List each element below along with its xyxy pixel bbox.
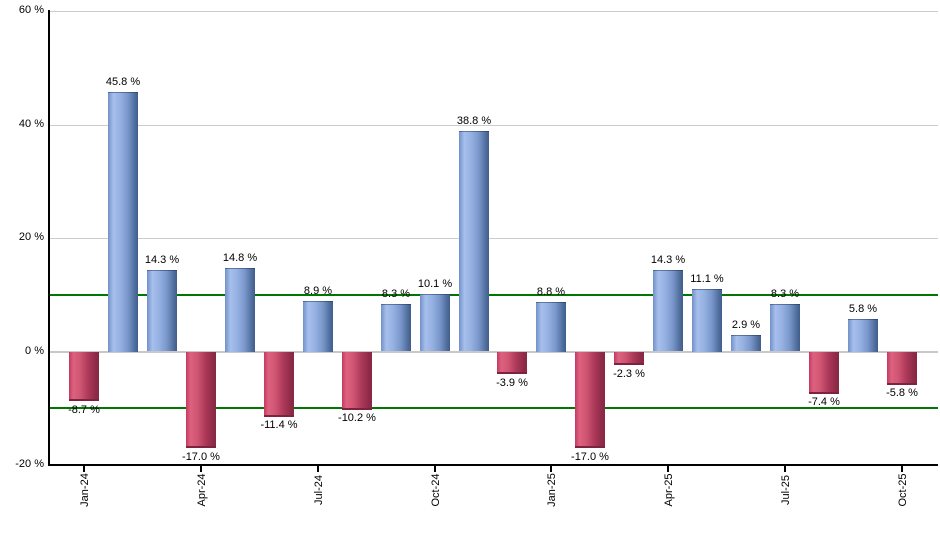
bar-value-label: -2.3 % [613,368,645,380]
zero-line [49,351,938,353]
bar-Apr-24 [186,352,216,448]
x-axis-tick [200,464,202,472]
x-axis-tick-label: Apr-24 [196,473,208,507]
gridline-20pct [49,238,938,239]
bar-Mar-25 [614,352,644,365]
y-axis-tick-label: 40 % [18,118,44,130]
gridline-40pct [49,125,938,126]
x-axis-tick-label: Apr-25 [663,473,675,507]
y-axis-tick-label: 60 % [18,4,44,16]
y-axis-tick-label: 0 % [25,345,44,357]
bar-value-label: 38.8 % [456,115,492,127]
bar-Aug-25 [809,352,839,394]
bar-Feb-24 [108,92,138,352]
x-axis-tick-label: Jan-24 [79,473,91,507]
bar-value-label: -10.2 % [338,412,376,424]
bar-Mar-24 [147,270,177,351]
bar-May-24 [225,268,255,352]
x-axis-tick-label: Jul-24 [313,475,325,505]
gridline-60pct [49,11,938,12]
bar-Aug-24 [342,352,372,410]
bar-Nov-24 [459,131,489,351]
bar-value-label: -11.4 % [260,419,298,431]
bar-Oct-24 [420,294,450,351]
bar-value-label: 11.1 % [690,273,724,285]
bar-value-label: 8.3 % [381,288,411,300]
reference-line-plus10pct [49,294,938,296]
bar-Dec-24 [497,352,527,374]
bar-value-label: -5.8 % [886,387,918,399]
y-axis-line [48,10,50,466]
bar-value-label: 10.1 % [417,278,453,290]
bar-value-label: -7.4 % [808,396,840,408]
bar-Jan-25 [536,302,566,352]
y-axis-tick-label: -20 % [15,458,44,470]
bar-Jun-25 [731,335,761,351]
bar-value-label: 8.3 % [770,288,800,300]
bar-Jul-25 [770,304,800,351]
bar-value-label: 14.3 % [650,254,686,266]
bar-Oct-25 [887,352,917,385]
bar-May-25 [692,289,722,352]
x-axis-tick [83,464,85,472]
bar-value-label: -17.0 % [571,451,609,463]
x-axis-tick-label: Oct-25 [897,473,909,507]
x-axis-tick [434,464,436,472]
bar-Sep-24 [381,304,411,351]
bar-value-label: 8.8 % [536,286,566,298]
bar-value-label: 14.8 % [222,252,258,264]
y-axis-tick-label: 20 % [18,231,44,243]
bar-value-label: 5.8 % [848,303,878,315]
bar-value-label: 45.8 % [105,76,141,88]
bar-value-label: 14.3 % [144,254,180,266]
bar-value-label: -3.9 % [496,377,528,389]
x-axis-tick [550,464,552,472]
x-axis-tick-label: Oct-24 [430,473,442,507]
x-axis-line [48,464,938,466]
bar-Jul-24 [303,301,333,352]
reference-line-minus10pct [49,407,938,409]
x-axis-tick [901,464,903,472]
x-axis-tick-label: Jul-25 [780,475,792,505]
x-axis-tick [317,464,319,472]
bar-Apr-25 [653,270,683,351]
bar-Sep-25 [848,319,878,352]
bar-value-label: -8.7 % [68,404,100,416]
x-axis-tick-label: Jan-25 [546,473,558,507]
bar-Jan-24 [69,352,99,401]
bar-Feb-25 [575,352,605,448]
bar-value-label: -17.0 % [182,451,220,463]
x-axis-tick [784,464,786,472]
bar-value-label: 2.9 % [731,319,761,331]
bar-value-label: 8.9 % [303,285,333,297]
bar-Jun-24 [264,352,294,417]
x-axis-tick [667,464,669,472]
